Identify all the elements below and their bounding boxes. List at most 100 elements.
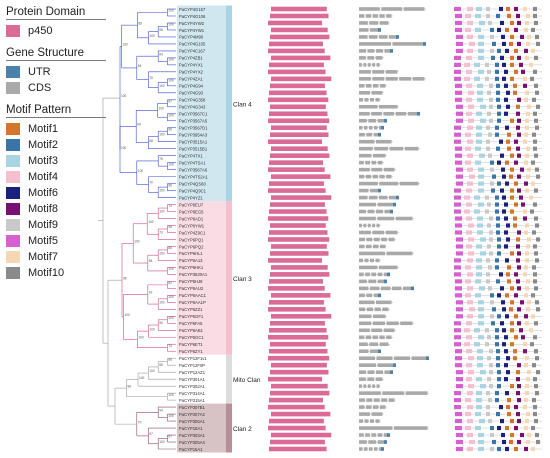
cds-exon <box>369 342 379 347</box>
motif-box <box>456 307 463 312</box>
legend-swatch <box>6 187 20 199</box>
p450-domain-bar <box>270 341 326 347</box>
motif-box <box>467 153 473 158</box>
cds-exon <box>386 14 392 18</box>
branch-support-label: 62 <box>168 281 172 285</box>
cds-exon <box>359 440 367 444</box>
branch-support-label: 75 <box>159 157 163 161</box>
cds-exon <box>371 412 383 416</box>
cds-exon <box>373 405 379 409</box>
motif-box <box>532 398 536 403</box>
gene-label: PaCYP6GC1 <box>179 335 204 340</box>
motif-box <box>502 307 506 312</box>
motif-box <box>534 418 538 424</box>
motif-box <box>477 90 483 95</box>
motif-box <box>456 446 463 452</box>
motif-box <box>533 272 537 277</box>
motif-box <box>454 139 461 144</box>
gene-label: PaCYP6AAC1 <box>179 293 207 298</box>
motif-box <box>489 384 493 389</box>
motif-box <box>467 418 473 424</box>
cds-exon <box>381 237 388 242</box>
motif-box <box>496 279 500 284</box>
motif-box <box>485 342 489 347</box>
motif-box <box>526 411 530 417</box>
p450-domain-bar <box>270 369 329 375</box>
legend-item-motif8: Motif8 <box>6 201 112 217</box>
branch-support-label: 98 <box>127 384 131 388</box>
cds-exon <box>376 139 392 144</box>
cds-exon <box>359 391 381 395</box>
gene-label: PaCYP3567C1 <box>179 112 208 117</box>
motif-box <box>502 342 506 347</box>
cds-exon <box>373 293 380 298</box>
motif-box <box>523 216 527 221</box>
branch-support-label: 100 <box>148 220 154 224</box>
cds-exon <box>359 328 370 333</box>
motif-box <box>475 13 481 19</box>
motif-box <box>490 425 494 431</box>
motif-box <box>490 34 494 40</box>
clan-band <box>177 5 228 202</box>
motif-box <box>514 272 518 277</box>
gene-label: PaCYP6PQ1 <box>179 237 204 242</box>
motif-box <box>480 251 486 256</box>
motif-box <box>466 363 472 368</box>
cds-exon <box>359 377 366 381</box>
motif-box <box>519 62 523 67</box>
motif-box <box>535 300 539 305</box>
motif-box <box>467 125 473 130</box>
motif-box <box>532 230 536 235</box>
motif-box <box>510 153 514 158</box>
p450-domain-bar <box>269 418 324 424</box>
motif-box <box>468 370 474 375</box>
p450-domain-bar <box>270 439 325 445</box>
cds-exon <box>394 356 410 361</box>
cds-exon <box>367 56 375 60</box>
motif-box <box>488 153 492 158</box>
cds-exon <box>364 97 369 102</box>
motif-box <box>504 363 508 368</box>
motif-box <box>500 188 504 193</box>
cds-exon <box>359 419 363 423</box>
motif-box <box>475 27 481 33</box>
motif-box <box>454 398 461 403</box>
motif-box <box>466 69 472 74</box>
motif-box <box>456 377 463 382</box>
motif-box <box>510 188 514 193</box>
motif-box <box>490 160 494 165</box>
motif-box <box>468 90 474 95</box>
cds-exon <box>365 160 370 165</box>
gene-label: PaCYP4YZ1 <box>179 195 203 200</box>
p450-domain-bar <box>269 327 327 333</box>
motif-box <box>478 167 484 172</box>
motif-box <box>455 160 462 165</box>
gene-label: PaCYP4G343 <box>179 105 206 110</box>
cds-exon <box>367 384 371 388</box>
cds-exon <box>379 195 388 200</box>
motif-box <box>475 160 481 165</box>
legend-swatch <box>6 66 20 78</box>
motif-box <box>504 83 508 88</box>
motif-box <box>530 209 534 214</box>
p450-domain-bar <box>269 209 327 214</box>
motif-box <box>465 27 471 33</box>
motif-box <box>454 69 461 74</box>
motif-box <box>517 286 521 291</box>
motif-box <box>455 349 462 354</box>
branch-support-label: 100 <box>159 133 165 137</box>
branch-support-label: 100 <box>159 84 165 88</box>
motif-box <box>467 6 473 12</box>
motif-box <box>504 377 508 382</box>
motif-box <box>469 41 475 47</box>
cds-exon <box>395 216 413 221</box>
legend-panel: Protein Domain p450 Gene Structure UTR CDS Mo… <box>6 2 112 281</box>
cds-exon <box>359 77 371 81</box>
motif-box <box>456 34 463 40</box>
motif-box <box>516 13 520 19</box>
cds-exon <box>365 14 372 18</box>
motif-box <box>533 411 537 417</box>
cds-exon <box>372 230 385 235</box>
motif-box <box>486 6 490 12</box>
cds-exon <box>366 84 372 88</box>
